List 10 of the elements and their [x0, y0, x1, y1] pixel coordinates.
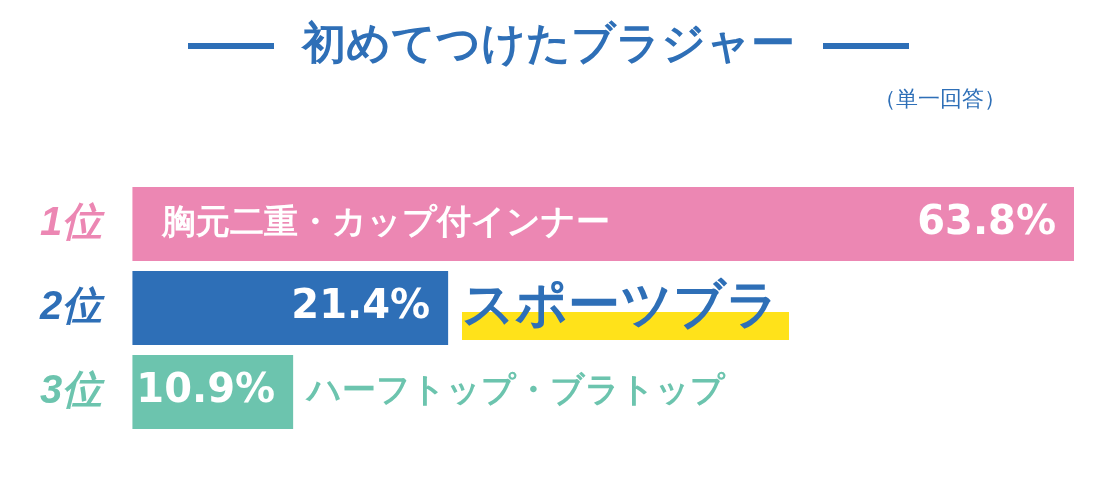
annotation: ハーフトップ・ブラトップ — [305, 368, 727, 409]
data-label: 21.4% — [291, 281, 431, 328]
data-label: 10.9% — [136, 365, 276, 412]
chart-title: 初めてつけたブラジャー — [301, 16, 795, 70]
y-tick-label: 3位 — [40, 367, 106, 412]
chart-subtitle: （単一回答） — [874, 85, 1006, 113]
y-tick-label: 1位 — [40, 199, 106, 244]
annotation: 胸元二重・カップ付インナー — [160, 200, 610, 241]
data-label: 63.8% — [917, 197, 1056, 244]
y-tick-label: 2位 — [39, 283, 106, 328]
